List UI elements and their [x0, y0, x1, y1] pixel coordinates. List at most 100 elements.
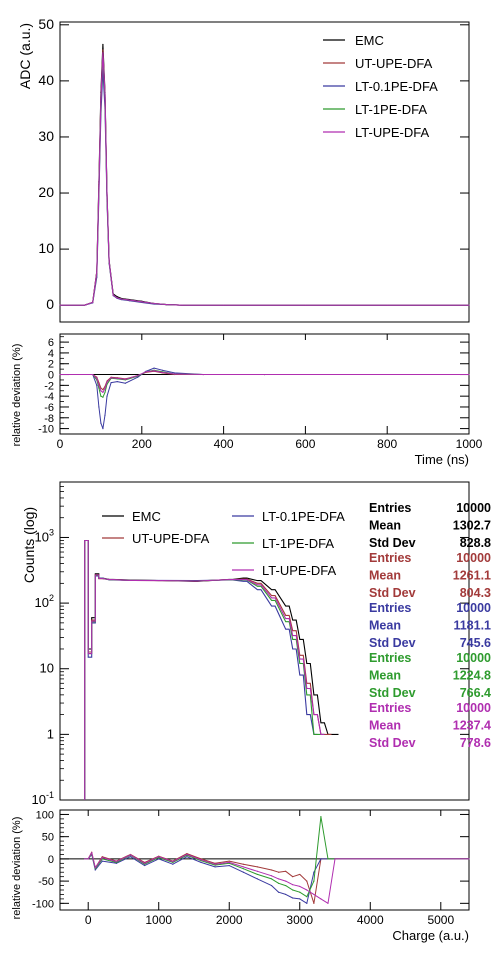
stats-value: 828.8	[460, 536, 491, 550]
y-tick-label-base: 10	[35, 529, 49, 544]
data-point-lt-upe-dfa	[137, 375, 139, 377]
data-point-lt-upe-dfa	[129, 854, 132, 856]
data-point-lt-upe-dfa	[94, 867, 96, 869]
y-tick-label-base: 10	[32, 792, 46, 807]
histogram-bin-lt-upe-dfa	[321, 734, 325, 735]
data-point-lt-upe-dfa	[128, 299, 131, 301]
data-point-lt-upe-dfa	[102, 391, 104, 393]
data-point-lt-0-1pe-dfa	[144, 864, 146, 867]
stats-value: 10000	[456, 501, 491, 515]
data-point-lt-upe-dfa	[153, 302, 155, 305]
y-tick-label: 10	[40, 661, 54, 676]
stats-label: Entries	[369, 601, 411, 615]
histogram-bin-emc	[272, 589, 276, 590]
data-point-lt-1pe-dfa	[292, 889, 294, 891]
data-point-ut-upe-dfa	[228, 860, 230, 862]
data-point-lt-upe-dfa	[313, 893, 315, 896]
data-point-lt-0-1pe-dfa	[96, 384, 98, 386]
y-tick-label: -2	[44, 380, 54, 392]
data-point-lt-0-1pe-dfa	[200, 861, 202, 864]
data-point-lt-upe-dfa	[59, 304, 61, 306]
data-point-lt-upe-dfa	[299, 885, 301, 888]
data-point-lt-upe-dfa	[256, 870, 259, 872]
y-tick-label: -50	[38, 876, 54, 888]
data-point-ut-upe-dfa	[242, 863, 244, 865]
data-point-emc	[102, 43, 104, 46]
data-point-lt-0-1pe-dfa	[278, 891, 280, 893]
stats-value: 10000	[456, 551, 491, 565]
y-tick-label: 0	[46, 296, 54, 312]
data-point-lt-upe-dfa	[223, 304, 225, 306]
histogram-bin-lt-1pe-dfa	[300, 663, 304, 664]
y-tick-label: 20	[38, 184, 54, 200]
y-tick-label: 6	[48, 337, 54, 349]
histogram-bin-lt-upe-dfa	[257, 584, 261, 585]
data-point-lt-upe-dfa	[108, 260, 110, 262]
data-point-lt-1pe-dfa	[313, 880, 315, 882]
stats-value: 1237.4	[453, 719, 491, 733]
histogram-bin-lt-1pe-dfa	[314, 734, 318, 735]
charge-deviation-frame	[59, 809, 470, 911]
data-point-lt-upe-dfa	[186, 853, 188, 856]
y-tick-label: -10	[38, 424, 54, 436]
data-point-lt-upe-dfa	[96, 377, 98, 379]
legend-label: LT-1PE-DFA	[262, 536, 334, 551]
data-point-ut-upe-dfa	[256, 866, 259, 868]
stats-value: 10000	[456, 701, 491, 715]
histogram-bin-lt-upe-dfa	[194, 581, 198, 582]
data-point-lt-0-1pe-dfa	[214, 866, 216, 868]
data-point-lt-1pe-dfa	[172, 861, 174, 864]
y-tick-label: -8	[44, 413, 54, 425]
histogram-bin-ut-upe-dfa	[272, 595, 276, 596]
histogram-bin-lt-1pe-dfa	[272, 600, 276, 601]
data-point-lt-upe-dfa	[270, 875, 273, 877]
data-point-lt-0-1pe-dfa	[173, 372, 176, 374]
data-point-lt-upe-dfa	[214, 863, 216, 865]
histogram-bin-emc	[257, 580, 261, 581]
stats-value: 745.6	[460, 636, 491, 650]
data-point-lt-upe-dfa	[98, 186, 100, 189]
histogram-bin-emc	[307, 663, 311, 664]
histogram-bin-emc	[335, 734, 339, 735]
y-tick-label: 103	[35, 527, 54, 544]
data-point-lt-upe-dfa	[468, 304, 470, 306]
data-point-lt-upe-dfa	[87, 858, 89, 860]
waveform-panel: 0 10 20 30 40 50 ADC (a.u.) EMC UT-UPE-DFA LT-0.1…	[17, 16, 470, 323]
x-tick-label: 200	[132, 437, 152, 451]
y-tick-label: 50	[42, 832, 54, 844]
stats-value: 1261.1	[453, 569, 491, 583]
data-point-lt-upe-dfa	[104, 94, 106, 96]
data-point-lt-1pe-dfa	[285, 884, 287, 887]
data-point-lt-upe-dfa	[110, 377, 112, 379]
data-point-lt-upe-dfa	[334, 858, 336, 860]
histogram-bin-lt-upe-dfa	[286, 618, 290, 619]
histogram-bin-lt-upe-dfa	[300, 659, 304, 660]
x-tick-label: 0	[85, 913, 92, 927]
histogram-bin-lt-upe-dfa	[85, 540, 89, 541]
stats-value: 1181.1	[453, 619, 491, 633]
data-point-ut-upe-dfa	[102, 389, 104, 391]
data-point-lt-0-1pe-dfa	[306, 902, 308, 904]
x-axis-title: Charge (a.u.)	[392, 928, 469, 943]
stats-value: 10000	[456, 651, 491, 665]
histogram-bin-emc	[286, 606, 290, 607]
legend-label: UT-UPE-DFA	[132, 531, 210, 546]
histogram-bin-emc	[314, 694, 318, 695]
histogram-bin-ut-upe-dfa	[286, 615, 290, 616]
y-tick-label-exponent: -1	[46, 790, 54, 800]
x-tick-label: 5000	[427, 913, 454, 927]
data-point-lt-upe-dfa	[141, 301, 143, 303]
data-point-ut-upe-dfa	[100, 387, 102, 389]
data-point-lt-upe-dfa	[165, 304, 167, 306]
data-point-lt-upe-dfa	[468, 373, 470, 376]
y-tick-label: 10-1	[32, 790, 54, 807]
y-tick-label: 40	[38, 72, 54, 88]
data-point-lt-0-1pe-dfa	[110, 382, 112, 384]
data-point-lt-upe-dfa	[116, 297, 118, 299]
histogram-bin-lt-upe-dfa	[131, 580, 135, 581]
histogram-bin-emc	[243, 578, 247, 579]
histogram-lt-upe-dfa	[84, 539, 325, 800]
data-point-lt-upe-dfa	[83, 304, 86, 306]
data-point-lt-upe-dfa	[228, 861, 230, 864]
